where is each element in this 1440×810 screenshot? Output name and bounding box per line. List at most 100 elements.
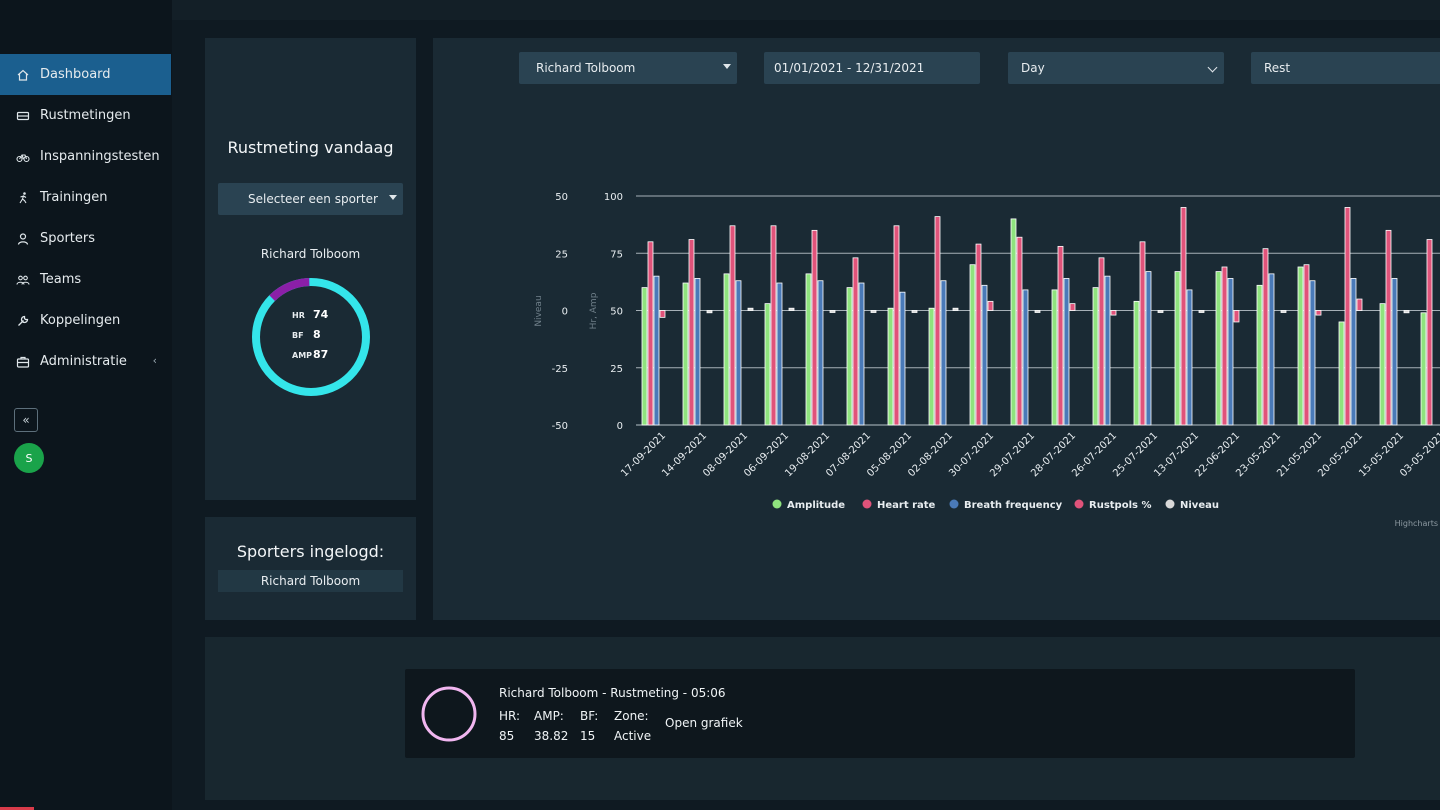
chart-bar — [899, 291, 906, 426]
legend-item-label: Heart rate — [877, 500, 936, 511]
chart-bar — [975, 243, 982, 426]
chart-bar — [893, 225, 900, 426]
sidebar-item-teams[interactable]: Teams — [0, 259, 171, 300]
chart-bar — [1051, 289, 1058, 426]
sidebar-item-label: Inspanningstesten — [40, 149, 160, 164]
rustmeting-panel: Rustmeting vandaag Selecteer een sporter… — [205, 38, 416, 500]
sidebar-item-label: Koppelingen — [40, 313, 121, 328]
user-icon — [16, 232, 30, 246]
type-select[interactable]: Rest — [1251, 52, 1440, 84]
session-ring — [421, 686, 477, 742]
session-field-bf: BF: 15 — [580, 709, 599, 743]
session-field-zone: Zone: Active — [614, 709, 652, 743]
chart-bar — [1133, 300, 1140, 426]
chart-bar — [805, 273, 812, 426]
chart-bar — [659, 310, 666, 318]
avatar[interactable]: S — [14, 443, 44, 473]
interval-select[interactable]: Day — [1008, 52, 1224, 84]
chevron-left-icon: ‹ — [152, 354, 157, 367]
ring-accent-arc — [252, 278, 370, 396]
sidebar: Dashboard Rustmetingen Inspanningstesten… — [0, 0, 172, 810]
chart-bar — [1010, 218, 1017, 426]
chart-bar — [1350, 278, 1357, 426]
sidebar-item-sporters[interactable]: Sporters — [0, 218, 171, 259]
open-graph-link[interactable]: Open grafiek — [665, 716, 743, 730]
legend-marker — [1074, 499, 1084, 509]
chart-bar — [928, 307, 935, 426]
sidebar-bottom-accent — [0, 807, 34, 810]
chart-bar — [641, 287, 648, 426]
chart-bar — [1092, 287, 1099, 426]
home-icon — [16, 68, 30, 82]
chart-credit: Highcharts — [1395, 519, 1438, 528]
right-axis-tick: 100 — [604, 192, 623, 203]
left-axis-tick: 0 — [562, 307, 568, 318]
ring-stats: HR 74 BF 8 AMP 87 — [292, 308, 352, 368]
chart-bar — [647, 241, 654, 426]
right-axis-tick: 50 — [610, 307, 623, 318]
chart-bar — [1145, 271, 1152, 426]
athlete-select[interactable]: Richard Tolboom — [519, 52, 737, 84]
select-sporter-dropdown[interactable]: Selecteer een sporter — [218, 183, 403, 215]
legend-item-label: Breath frequency — [964, 500, 1063, 511]
sidebar-item-inspanningstesten[interactable]: Inspanningstesten — [0, 136, 171, 177]
sidebar-item-koppelingen[interactable]: Koppelingen — [0, 300, 171, 341]
sidebar-item-label: Trainingen — [40, 190, 108, 205]
chart-bar — [1034, 310, 1041, 313]
logged-in-sporter[interactable]: Richard Tolboom — [218, 570, 403, 592]
sidebar-item-trainingen[interactable]: Trainingen — [0, 177, 171, 218]
right-axis-tick: 75 — [610, 249, 623, 260]
chart-bar — [969, 264, 976, 426]
donut-ring — [252, 278, 370, 396]
chart-bar — [1139, 241, 1146, 426]
sidebar-item-dashboard[interactable]: Dashboard — [0, 54, 171, 95]
chart-bar — [788, 307, 795, 311]
chart-bar — [747, 307, 754, 311]
chart-bar — [1280, 310, 1287, 313]
top-bar — [172, 0, 1440, 20]
chart-bar — [1186, 289, 1193, 426]
date-range-input[interactable]: 01/01/2021 - 12/31/2021 — [764, 52, 980, 84]
bed-icon — [16, 109, 30, 123]
stat-amp: AMP 87 — [292, 348, 329, 361]
session-ring-circle — [421, 686, 477, 742]
chart-bar — [1426, 239, 1433, 426]
left-axis-tick: -25 — [552, 364, 568, 375]
chart-bar — [1157, 310, 1164, 313]
wrench-icon — [16, 314, 30, 328]
legend-item-label: Niveau — [1180, 500, 1219, 511]
chart-bar — [1174, 271, 1181, 426]
chart-bar — [682, 282, 689, 426]
briefcase-icon — [16, 355, 30, 369]
chart-bar — [934, 216, 941, 426]
chart-bar — [1180, 207, 1187, 426]
stat-bf: BF 8 — [292, 328, 321, 341]
chart-bar — [1057, 245, 1064, 426]
chart-bar — [1344, 207, 1351, 426]
legend-marker — [1165, 499, 1175, 509]
chart-bar — [817, 280, 824, 426]
sidebar-item-label: Dashboard — [40, 67, 111, 82]
legend-marker — [949, 499, 959, 509]
left-axis-tick: 50 — [555, 192, 568, 203]
left-axis-tick: -50 — [552, 421, 568, 432]
chart-bar — [1403, 310, 1410, 314]
legend-item-label: Rustpols % — [1089, 500, 1151, 511]
session-card[interactable]: Richard Tolboom - Rustmeting - 05:06 HR:… — [405, 669, 1355, 758]
chart-bar — [1262, 248, 1269, 426]
running-icon — [16, 191, 30, 205]
sidebar-item-rustmetingen[interactable]: Rustmetingen — [0, 95, 171, 136]
session-field-amp: AMP: 38.82 — [534, 709, 569, 743]
chart-bar — [706, 310, 713, 314]
caret-down-icon — [389, 195, 397, 200]
chart-bar — [1215, 271, 1222, 426]
chart-bar — [1221, 266, 1228, 426]
chart-bar — [694, 278, 701, 426]
sidebar-item-administratie[interactable]: Administratie ‹ — [0, 341, 171, 382]
collapse-sidebar-button[interactable]: « — [14, 408, 38, 432]
chart-bar — [1233, 310, 1240, 323]
session-title: Richard Tolboom - Rustmeting - 05:06 — [499, 686, 726, 700]
chart-bar — [1379, 303, 1386, 426]
chart-bar — [764, 303, 771, 426]
